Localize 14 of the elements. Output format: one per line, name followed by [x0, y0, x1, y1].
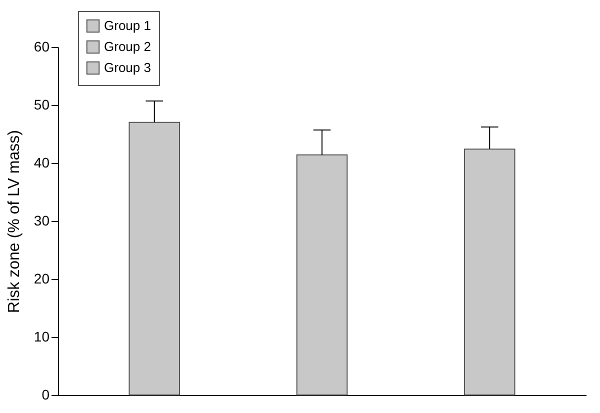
- bar: [128, 122, 180, 396]
- y-tick-label: 60: [34, 38, 50, 54]
- legend-label: Group 3: [104, 60, 151, 75]
- bar: [296, 154, 348, 396]
- legend-label: Group 2: [104, 39, 151, 54]
- y-tick-label: 0: [42, 386, 50, 402]
- legend-label: Group 1: [104, 18, 151, 33]
- y-tick-label: 20: [34, 270, 50, 286]
- bar: [464, 148, 516, 396]
- y-tick-label: 30: [34, 212, 50, 228]
- y-tick-label: 50: [34, 96, 50, 112]
- y-tick-label: 40: [34, 154, 50, 170]
- y-tick-label: 10: [34, 328, 50, 344]
- y-axis-title: Risk zone (% of LV mass): [6, 130, 23, 313]
